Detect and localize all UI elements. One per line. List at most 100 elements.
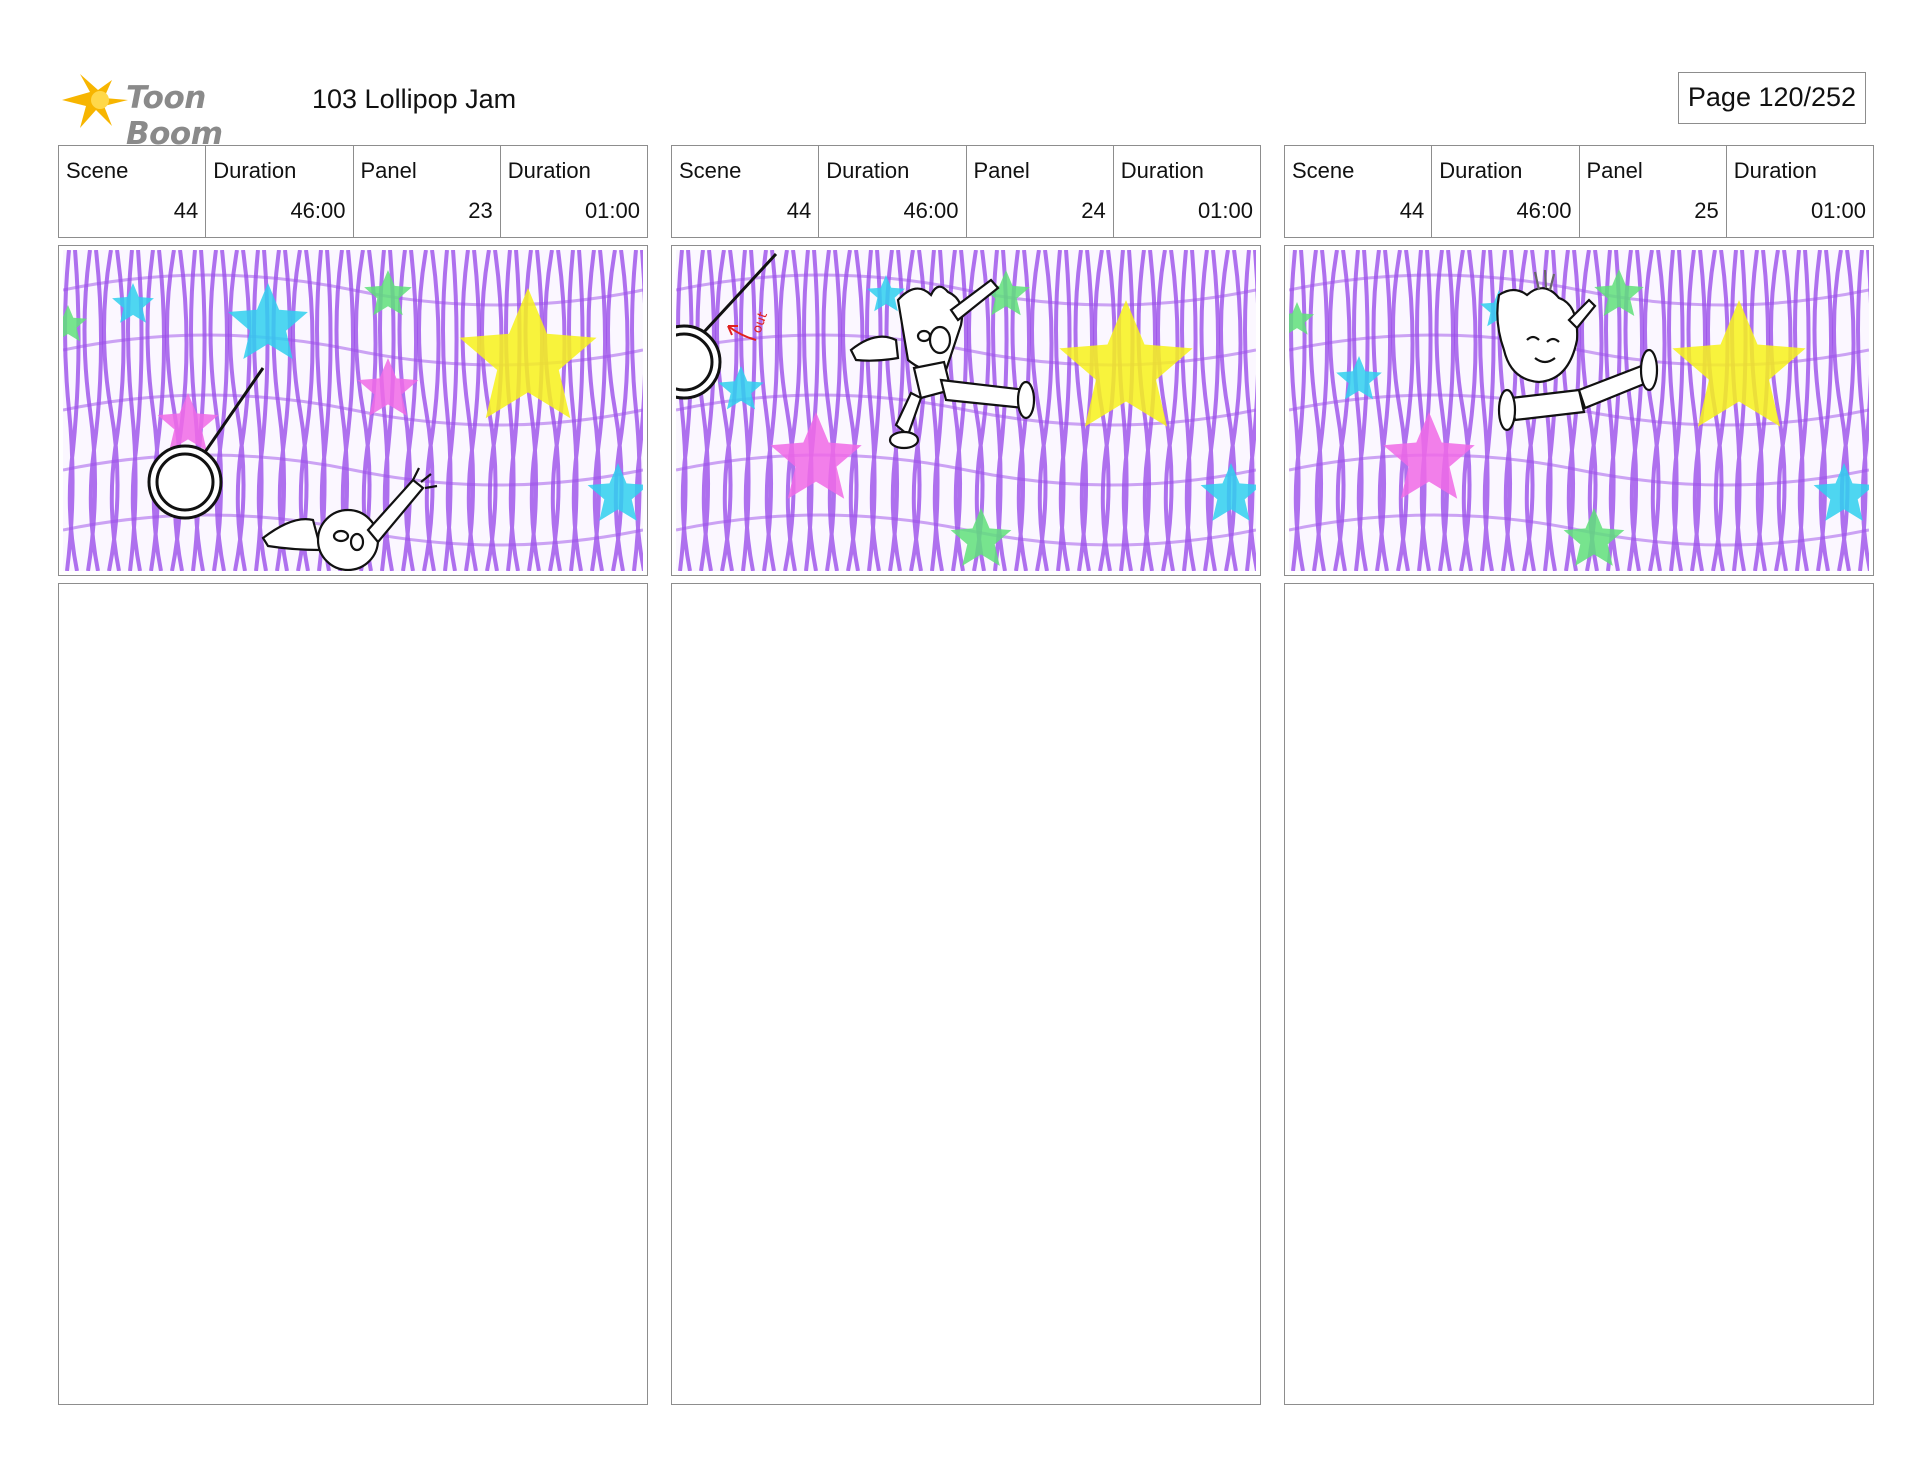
scribble-stroke (1769, 250, 1793, 571)
scribble-stroke (1289, 273, 1869, 307)
storyboard-frame: out (671, 245, 1261, 576)
scene-duration-value: 46:00 (1516, 198, 1572, 223)
scene-value: 44 (1399, 198, 1425, 223)
scene-label: Scene (1292, 158, 1355, 183)
panel-notes-area (1284, 583, 1874, 1405)
character-sketch (261, 467, 438, 571)
crayon-star (1336, 356, 1382, 400)
crayon-star (63, 305, 87, 342)
crayon-star (1813, 463, 1869, 521)
scene-duration-cell: Duration 46:00 (206, 146, 354, 237)
crayon-stars (718, 270, 1256, 566)
scribble-stroke (695, 250, 717, 571)
page-header: Toon Boom 103 Lollipop Jam Page 120/252 (60, 66, 1866, 152)
crayon-star (1594, 269, 1644, 316)
panel-label: Panel (973, 158, 1030, 183)
scribble-stroke (82, 250, 104, 571)
panel-duration-cell: Duration 01:00 (1727, 146, 1873, 237)
crayon-star (587, 463, 643, 521)
panel-cell: Panel 24 (967, 146, 1114, 237)
crayon-star (157, 393, 219, 451)
sketch-note: out (750, 310, 771, 335)
scribble-stroke (841, 250, 865, 571)
scribble-stroke (1667, 250, 1685, 571)
duration-label: Duration (1733, 158, 1817, 183)
burst-icon (62, 74, 128, 128)
crayon-star (1563, 508, 1625, 566)
duration-label: Duration (826, 158, 910, 183)
lollipop-sketch (676, 252, 778, 400)
panel-value: 23 (468, 198, 493, 223)
crayon-star (982, 270, 1030, 316)
scene-duration-value: 46:00 (290, 198, 346, 223)
scribble-stroke (1180, 250, 1198, 571)
scribble-stroke (778, 250, 802, 571)
scribble-stroke (676, 273, 1256, 307)
duration-label: Duration (213, 158, 297, 183)
toon-boom-logo: Toon Boom (60, 66, 300, 152)
scribble-stroke (63, 273, 643, 307)
logo-text: Toon Boom (126, 80, 223, 152)
crayon-star (718, 366, 764, 410)
panel-cell: Panel 23 (354, 146, 501, 237)
scribble-stroke (1352, 250, 1370, 571)
scribble-stroke (567, 250, 585, 571)
duration-label: Duration (1439, 158, 1523, 183)
scribble-stroke (606, 250, 630, 571)
scribble-stroke (1793, 250, 1811, 571)
scene-label: Scene (66, 158, 129, 183)
scene-duration-value: 46:00 (903, 198, 959, 223)
crayon-star (364, 270, 412, 316)
scene-value: 44 (786, 198, 812, 223)
crayon-star (357, 358, 419, 416)
scribble-stroke (1156, 250, 1180, 571)
motion-note: out (727, 310, 771, 341)
crayon-stars (1289, 269, 1869, 566)
storyboard-frame (58, 245, 648, 576)
scene-cell: Scene 44 (672, 146, 820, 237)
panel-duration-cell: Duration 01:00 (501, 146, 647, 237)
scribble-stroke (1054, 250, 1072, 571)
lollipop-sketch (147, 367, 265, 520)
panel-notes-area (671, 583, 1261, 1405)
scene-duration-cell: Duration 46:00 (819, 146, 967, 237)
crayon-star (228, 283, 308, 359)
sketch-image (63, 250, 643, 571)
crayon-star (867, 275, 905, 312)
panel-duration-value: 01:00 (1197, 198, 1253, 223)
project-title: 103 Lollipop Jam (312, 84, 517, 114)
scene-label: Scene (679, 158, 742, 183)
duration-label: Duration (507, 158, 591, 183)
scribble-stroke (1832, 250, 1856, 571)
storyboard-frame (1284, 245, 1874, 576)
scribble-stroke (1454, 250, 1478, 571)
scribble-stroke (63, 453, 643, 487)
panel-notes-area (58, 583, 648, 1405)
scene-cell: Scene 44 (1285, 146, 1433, 237)
scribble-stroke (739, 250, 757, 571)
panel-info-table: Scene 44 Duration 46:00 Panel 24 Duratio… (671, 145, 1261, 238)
panel-duration-value: 01:00 (584, 198, 640, 223)
scribble-stroke (441, 250, 459, 571)
scene-duration-cell: Duration 46:00 (1432, 146, 1580, 237)
crayon-star (1289, 302, 1315, 335)
scribble-stroke (1219, 250, 1243, 571)
scribble-stroke (1391, 250, 1415, 571)
duration-label: Duration (1120, 158, 1204, 183)
scribble-stroke (228, 250, 252, 571)
character-sketch (1496, 269, 1659, 432)
sketch-image: out (676, 250, 1256, 571)
sketch-image (1289, 250, 1869, 571)
panel-info-table: Scene 44 Duration 46:00 Panel 25 Duratio… (1284, 145, 1874, 238)
character-sketch (849, 278, 1036, 450)
crayon-star (950, 508, 1012, 566)
scribble-stroke (208, 250, 230, 571)
scene-cell: Scene 44 (59, 146, 207, 237)
panel-info-table: Scene 44 Duration 46:00 Panel 23 Duratio… (58, 145, 648, 238)
panel-duration-value: 01:00 (1810, 198, 1866, 223)
scribble-stroke (758, 250, 780, 571)
scribble-stroke (63, 393, 643, 427)
scribble-stroke (1308, 250, 1330, 571)
crayon-star (1200, 463, 1256, 521)
crayon-star (1383, 412, 1475, 499)
